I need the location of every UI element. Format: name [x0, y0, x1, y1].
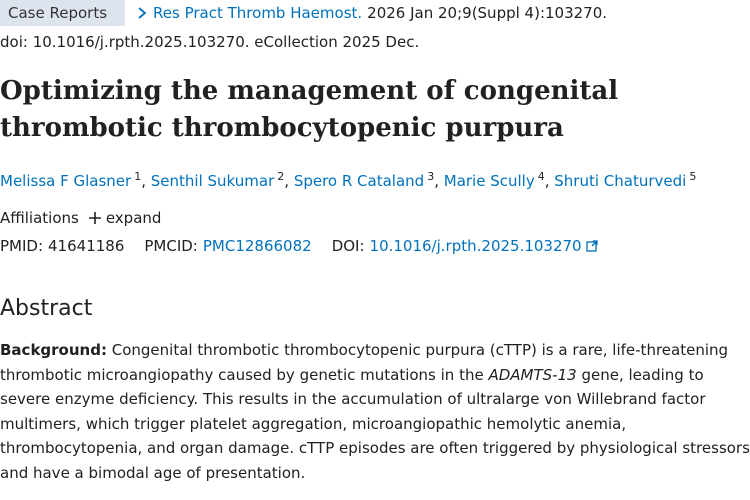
- abstract-heading: Abstract: [0, 296, 93, 321]
- author-link[interactable]: Shruti Chaturvedi: [554, 172, 687, 190]
- external-link-icon: [585, 240, 598, 252]
- expand-label[interactable]: expand: [105, 209, 162, 227]
- affiliation-number[interactable]: 3: [427, 170, 435, 183]
- separator: ,: [544, 172, 550, 190]
- identifiers: PMID: 41641186 PMCID: PMC12866082 DOI: 10.101…: [0, 237, 613, 255]
- id-value[interactable]: 10.1016/j.rpth.2025.103270: [370, 237, 598, 255]
- affiliation-number[interactable]: 4: [537, 170, 545, 183]
- author-link[interactable]: Marie Scully: [443, 172, 535, 190]
- gene-name: ADAMTS-13: [488, 365, 577, 384]
- citation: 2026 Jan 20;9(Suppl 4):103270.: [367, 4, 608, 22]
- article-title: Optimizing the management of congenital …: [0, 76, 619, 143]
- id-value[interactable]: PMC12866082: [202, 237, 312, 255]
- affiliation-number[interactable]: 2: [277, 170, 285, 183]
- author-link[interactable]: Senthil Sukumar: [150, 172, 275, 190]
- affiliation-number[interactable]: 1: [134, 170, 142, 183]
- affiliations: Affiliations expand: [0, 209, 161, 227]
- author-list: Melissa F Glasner 1, Senthil Sukumar 2, Sp…: [0, 170, 696, 190]
- author-link[interactable]: Melissa F Glasner: [0, 172, 132, 190]
- separator: ,: [434, 172, 439, 190]
- affiliation-number[interactable]: 5: [689, 170, 697, 183]
- expand-toggle[interactable]: expand: [88, 209, 162, 227]
- id-label: PMCID:: [144, 237, 198, 255]
- separator: ,: [141, 172, 146, 190]
- id-label: PMID:: [0, 237, 44, 255]
- doi-line: doi: 10.1016/j.rpth.2025.103270. eCollec…: [0, 33, 420, 51]
- affiliations-label: Affiliations: [0, 209, 79, 227]
- id-label: DOI:: [331, 237, 365, 255]
- separator: ,: [284, 172, 290, 190]
- section-label: Background:: [0, 341, 107, 359]
- author-link[interactable]: Spero R Cataland: [293, 172, 425, 190]
- abstract-text: Background: Congenital thrombotic thromb…: [0, 338, 750, 485]
- id-value: 41641186: [48, 237, 125, 255]
- journal-name[interactable]: Res Pract Thromb Haemost.: [153, 4, 363, 22]
- plus-icon: [88, 212, 101, 224]
- chevron-icon: [138, 7, 147, 19]
- publication-type: Case Reports: [0, 0, 126, 26]
- abstract-part: Congenital thrombotic thrombocytopenic p…: [0, 341, 729, 384]
- abstract-part: gene, leading to severe enzyme deficienc…: [0, 365, 750, 482]
- citation-row: Case Reports Res Pract Thromb Haemost. 2…: [0, 0, 607, 26]
- journal-link[interactable]: Res Pract Thromb Haemost.: [137, 4, 362, 22]
